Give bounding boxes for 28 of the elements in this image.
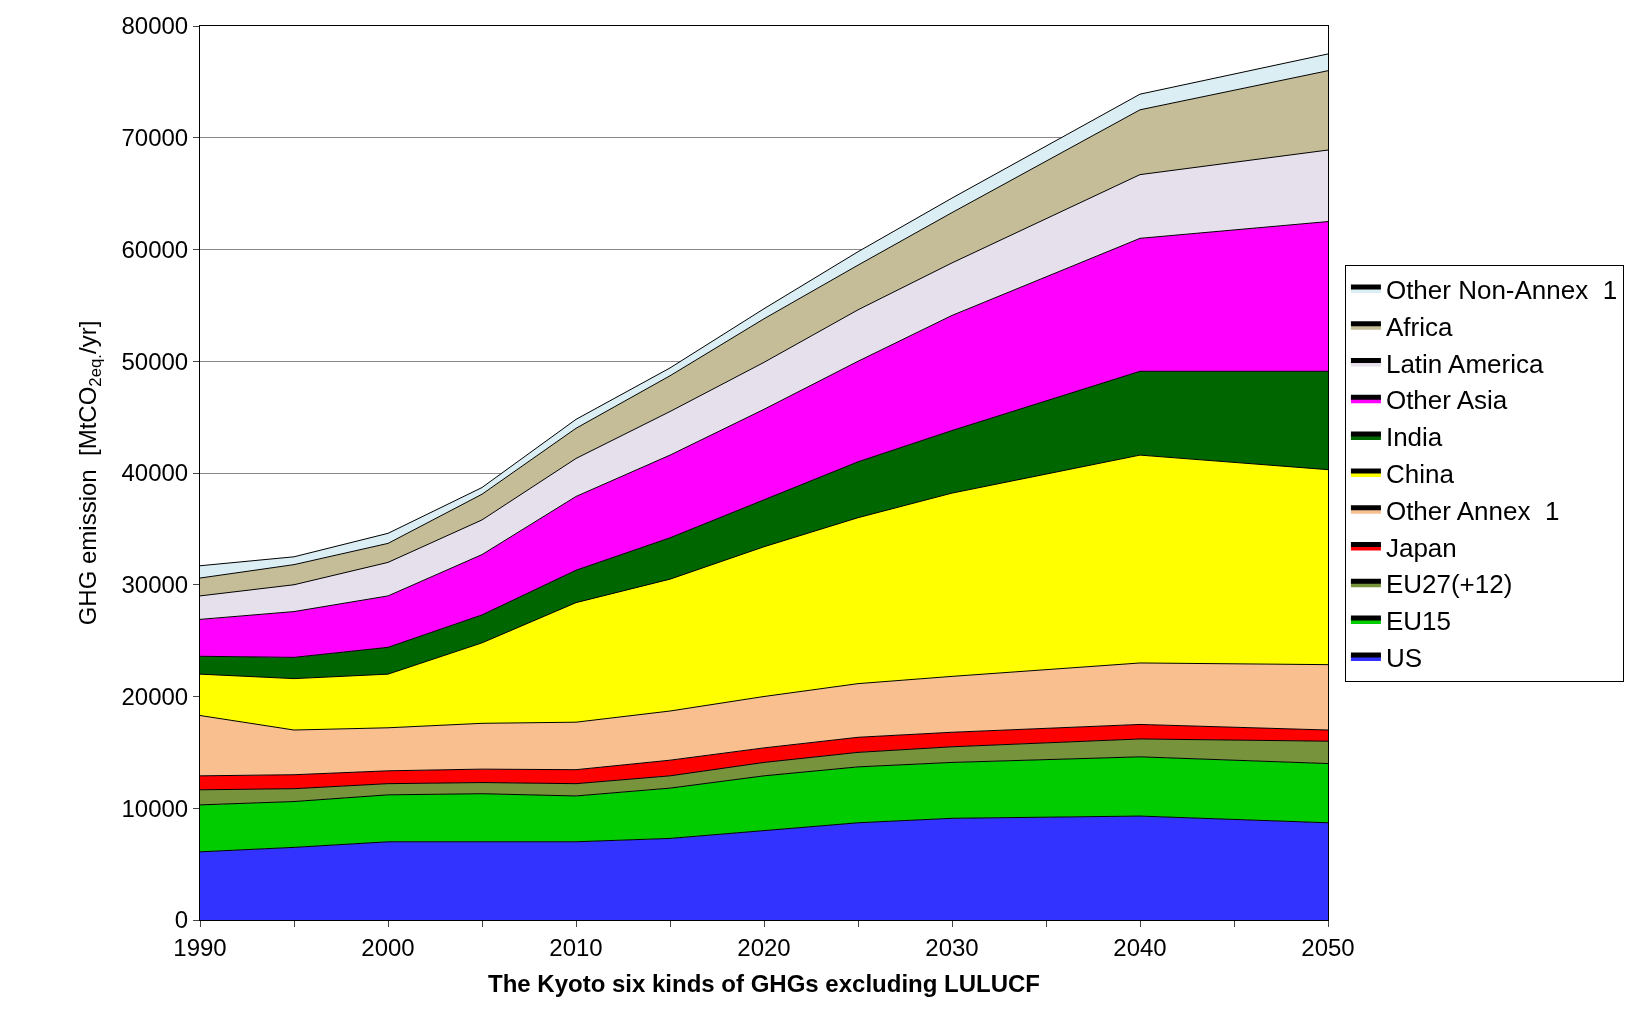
legend-label: Africa	[1385, 311, 1453, 342]
x-tick-label: 2000	[361, 933, 415, 961]
legend-label: India	[1385, 422, 1443, 453]
x-tick-label: 2020	[737, 933, 791, 961]
legend-label: Other Asia	[1385, 385, 1508, 416]
y-tick-label: 10000	[121, 794, 189, 822]
y-tick-label: 80000	[121, 12, 189, 40]
y-tick-label: 30000	[121, 571, 189, 599]
y-tick-label: 60000	[121, 235, 189, 263]
y-tick-label: 20000	[121, 682, 189, 710]
x-tick-label: 2040	[1113, 933, 1167, 961]
legend-label: Japan	[1385, 532, 1457, 563]
legend-label: Other Annex 1	[1385, 495, 1560, 526]
legend-label: China	[1385, 459, 1455, 490]
y-tick-label: 50000	[121, 347, 189, 375]
x-tick-label: 2050	[1301, 933, 1355, 961]
legend-label: US	[1385, 643, 1423, 674]
y-tick-label: 70000	[121, 124, 189, 152]
legend-label: Other Non-Annex 1	[1385, 275, 1618, 306]
legend-label: EU27(+12)	[1385, 569, 1513, 600]
y-tick-label: 40000	[121, 459, 189, 487]
x-tick-label: 1990	[173, 933, 227, 961]
x-axis-title: The Kyoto six kinds of GHGs excluding LULUCF	[487, 970, 1041, 998]
legend-label: EU15	[1385, 606, 1451, 637]
y-tick-label: 0	[174, 906, 189, 934]
legend-label: Latin America	[1385, 348, 1544, 379]
x-tick-label: 2010	[549, 933, 603, 961]
x-tick-label: 2030	[925, 933, 979, 961]
